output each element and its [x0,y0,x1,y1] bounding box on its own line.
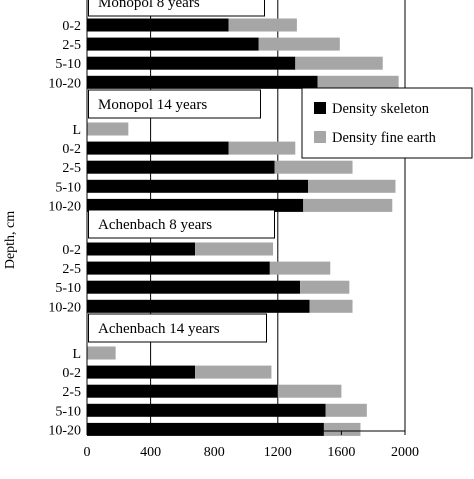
category-label: 2-5 [62,161,81,176]
group-label: Achenbach 14 years [98,321,220,337]
legend: Density skeleton Density fine earth [301,87,473,159]
group-label-box: Monopol 14 years [88,89,261,119]
category-label: 0-2 [62,19,81,34]
group-label-frame [88,0,265,17]
group-labels: Monopol 8 years Monopol 14 years Achenbach… [88,0,275,343]
bar-fine-earth [228,141,296,155]
legend-swatch [314,102,326,114]
bar-skeleton [87,299,310,313]
bar-skeleton [87,37,259,51]
category-label: 2-5 [62,38,81,53]
legend-frame [301,87,473,159]
category-label: 0-2 [62,243,81,258]
x-tick-label: 1200 [264,445,292,460]
bars [87,18,399,436]
bar-skeleton [87,75,318,89]
bar-fine-earth [269,261,331,275]
x-tick-label: 400 [140,445,161,460]
group-label-frame [88,209,275,239]
category-label: 5-10 [55,180,81,195]
legend-label: Density fine earth [332,130,437,146]
category-label: 2-5 [62,262,81,277]
bar-fine-earth [308,179,396,193]
group-label: Monopol 14 years [98,97,207,113]
bar-fine-earth [277,384,342,398]
bar-fine-earth [295,56,383,70]
x-tick-label: 2000 [391,445,419,460]
bar-skeleton [87,365,196,379]
x-tick-label: 1600 [327,445,355,460]
category-label: 0-2 [62,366,81,381]
bar-fine-earth [325,403,367,417]
bar-fine-earth [87,346,116,360]
category-label: 0-2 [62,142,81,157]
bar-skeleton [87,179,309,193]
x-tick-label: 0 [84,445,91,460]
category-label: 5-10 [55,404,81,419]
group-label-box: Monopol 8 years [88,0,265,17]
bar-fine-earth [303,198,393,212]
group-label-box: Achenbach 14 years [88,313,267,343]
category-label: 10-20 [48,199,81,214]
group-label: Monopol 8 years [98,0,200,11]
x-tick-label: 800 [204,445,225,460]
category-label: 10-20 [48,76,81,91]
bar-fine-earth [300,280,350,294]
group-label-frame [88,89,261,119]
bar-fine-earth [87,122,129,136]
bar-skeleton [87,198,304,212]
category-label: 2-5 [62,385,81,400]
bar-fine-earth [317,75,399,89]
bar-fine-earth [309,299,353,313]
bar-skeleton [87,280,301,294]
category-labels: 0-2 2-5 5-10 10-20 L 0-2 2-5 5-10 10-20 0-2 2-5 5-1… [48,19,81,438]
bar-fine-earth [195,365,272,379]
legend-swatch [314,131,326,143]
bar-fine-earth [274,160,353,174]
category-label: 5-10 [55,57,81,72]
bar-skeleton [87,422,324,436]
y-axis-label: Depth, cm [3,211,18,269]
category-label: 5-10 [55,281,81,296]
legend-label: Density skeleton [332,101,430,117]
bar-skeleton [87,403,326,417]
category-label: 10-20 [48,423,81,438]
bar-skeleton [87,242,196,256]
group-label: Achenbach 8 years [98,217,212,233]
category-label: L [72,123,81,138]
bar-skeleton [87,141,229,155]
group-label-box: Achenbach 8 years [88,209,275,239]
group-label-frame [88,313,267,343]
category-label: L [72,347,81,362]
category-label: 10-20 [48,300,81,315]
bar-fine-earth [323,422,361,436]
axes: Depth, cm 0 400 800 1200 1600 2000 [3,0,419,460]
bar-skeleton [87,384,278,398]
bar-skeleton [87,160,275,174]
bar-skeleton [87,18,229,32]
bar-skeleton [87,56,296,70]
bar-fine-earth [258,37,340,51]
bar-fine-earth [228,18,297,32]
bar-fine-earth [195,242,274,256]
bar-skeleton [87,261,270,275]
